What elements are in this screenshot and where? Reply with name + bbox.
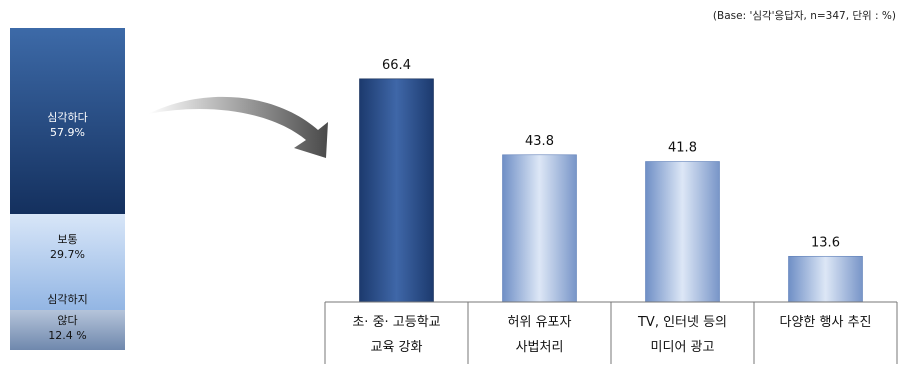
segment-serious-name: 심각하다 [47, 111, 88, 125]
category-label-1-1: 사법처리 [516, 340, 564, 355]
category-label-0-1: 교육 강화 [371, 340, 423, 355]
base-note: (Base: '심각'응답자, n=347, 단위 : %) [712, 10, 896, 22]
curved-arrow-icon [148, 96, 328, 158]
category-label-2-1: 미디어 광고 [651, 340, 715, 355]
category-label-1-0: 허위 유포자 [508, 315, 572, 330]
stacked-bar: 심각하다 57.9% 보통 29.7% 심각하지 않다 12.4 % [10, 28, 125, 350]
bar-1 [502, 154, 577, 303]
value-label-2: 41.8 [668, 141, 697, 156]
value-label-0: 66.4 [382, 58, 411, 73]
value-label-3: 13.6 [811, 235, 840, 250]
segment-normal-label: 보통 29.7% [10, 232, 125, 262]
segment-normal [10, 214, 125, 311]
category-label-3-0: 다양한 행사 추진 [780, 314, 872, 330]
segment-not-serious-label: 않다 12.4 % [10, 313, 125, 343]
value-label-1: 43.8 [525, 134, 554, 149]
segment-serious-label: 심각하다 57.9% [10, 110, 125, 140]
segment-normal-name: 보통 [57, 233, 78, 247]
category-label-2-0: TV, 인터넷 등의 [637, 315, 727, 330]
bar-3 [788, 255, 863, 303]
bar-0 [359, 78, 434, 303]
segment-normal-value: 29.7% [50, 248, 85, 262]
segment-not-serious-name-2: 않다 [57, 314, 78, 328]
bar-2 [645, 161, 720, 303]
segment-serious [10, 28, 125, 215]
segment-serious-value: 57.9% [50, 126, 85, 140]
segment-not-serious-name-1: 심각하지 [47, 293, 88, 307]
segment-not-serious [10, 310, 125, 350]
category-label-0-0: 초· 중· 고등학교 [352, 315, 440, 330]
segment-not-serious-value: 12.4 % [48, 329, 87, 343]
